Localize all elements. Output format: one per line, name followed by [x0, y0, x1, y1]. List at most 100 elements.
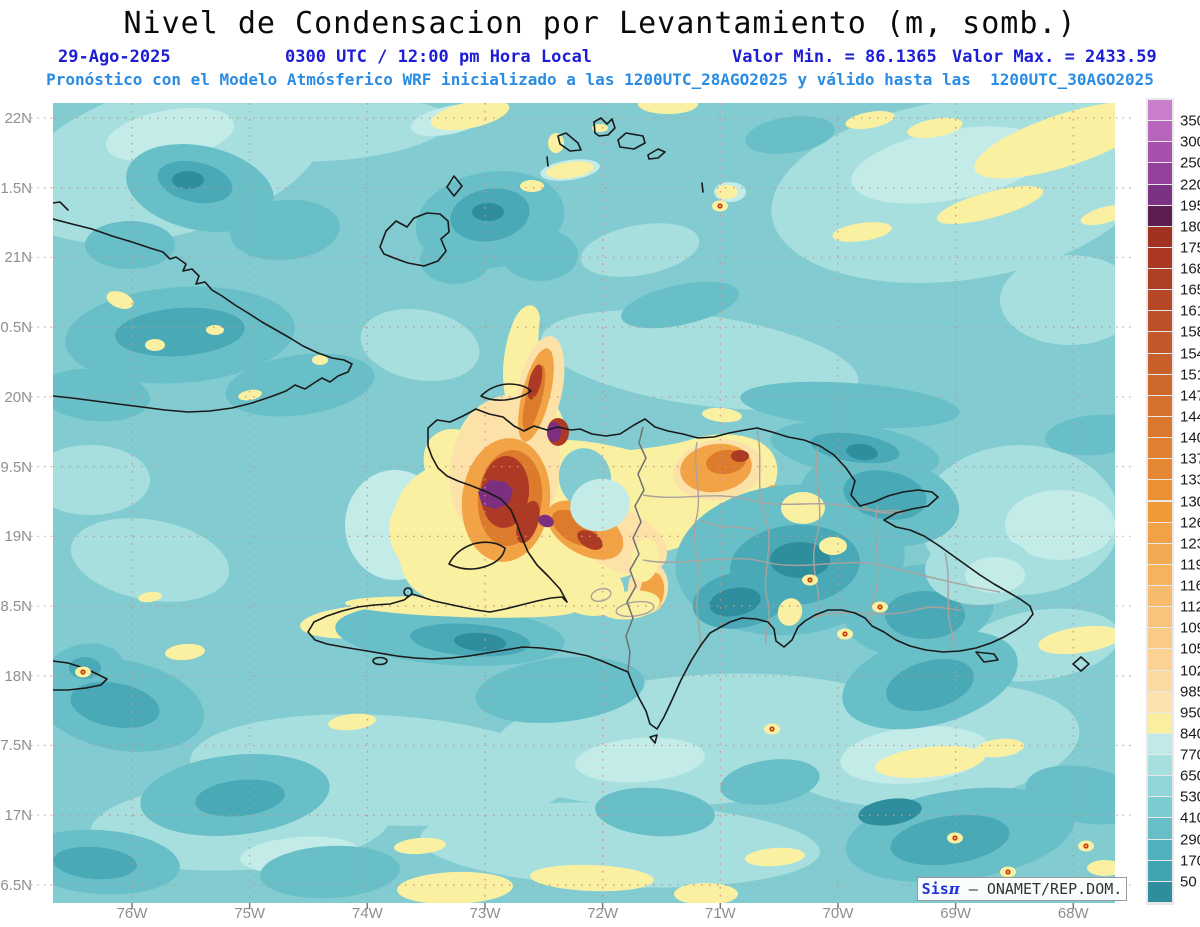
colorbar-tick-label: 410: [1180, 809, 1200, 827]
colorbar-tick-label: 1440: [1180, 408, 1200, 426]
colorbar-segment: [1148, 564, 1172, 586]
colorbar-tick-label: 1950: [1180, 197, 1200, 215]
colorbar-segment: [1148, 649, 1172, 670]
colorbar-tick-label: 1405: [1180, 429, 1200, 447]
colorbar-tick-label: 1545: [1180, 345, 1200, 363]
contour-darkest: [172, 171, 922, 826]
colorbar-tick-label: 170: [1180, 852, 1200, 870]
colorbar-segment: [1148, 501, 1172, 522]
lat-tick-label: 6.5N: [0, 876, 32, 894]
lon-tick-label: 70W: [822, 905, 854, 922]
colorbar-segment: [1148, 290, 1172, 311]
colorbar-tick-label: 530: [1180, 788, 1200, 806]
contour-dark: [53, 116, 1115, 899]
lat-tick-label: 19N: [4, 528, 32, 546]
colorbar-segment: [1148, 839, 1172, 860]
page-title: Nivel de Condensacion por Levantamiento …: [123, 6, 1077, 41]
lat-axis: 22N 1.5N 21N 0.5N 20N 9.5N 19N 8.5N 18N 7.5N 17N 6.…: [0, 0, 32, 927]
colorbar-tick-label: 1090: [1180, 619, 1200, 637]
colorbar-segment: [1148, 755, 1172, 776]
colorbar-segment: [1148, 691, 1172, 712]
colorbar-segment: [1148, 395, 1172, 416]
colorbar-tick-label: 1335: [1180, 471, 1200, 489]
haiti-dr-border: [625, 426, 647, 672]
colorbar-tick-label: 1020: [1180, 662, 1200, 680]
colorbar-segment: [1148, 607, 1172, 628]
lat-tick-label: 20N: [4, 388, 32, 406]
lat-tick-label: 8.5N: [0, 598, 32, 616]
colorbar-segment: [1148, 543, 1172, 564]
colorbar-tick-label: 1475: [1180, 387, 1200, 405]
colorbar-segment: [1148, 163, 1172, 184]
lat-tick-label: 21N: [4, 249, 32, 267]
colorbar-segment: [1148, 818, 1172, 839]
lat-tick-label: 0.5N: [0, 319, 32, 337]
lat-tick-label: 17N: [4, 807, 32, 825]
colorbar-segment: [1148, 480, 1172, 501]
colorbar-segment: [1148, 776, 1172, 797]
colorbar-segment: [1148, 438, 1172, 459]
colorbar-tick-label: 1800: [1180, 218, 1200, 236]
lon-tick-label: 74W: [351, 905, 383, 922]
colorbar-tick-label: 1650: [1180, 281, 1200, 299]
province-borders: [590, 429, 1001, 651]
colorbar-tick-label: 1510: [1180, 366, 1200, 384]
hot-spot-dots: [75, 200, 1094, 878]
gridlines-horizontal: [53, 117, 1115, 886]
colorbar-segment: [1148, 459, 1172, 480]
pi-icon: π: [948, 880, 960, 898]
lat-tick-label: 1.5N: [0, 179, 32, 197]
colorbar-segment: [1148, 628, 1172, 649]
lon-tick-label: 69W: [940, 905, 972, 922]
colorbar-segment: [1148, 586, 1172, 607]
colorbar-segment: [1148, 522, 1172, 543]
colorbar-segment: [1148, 416, 1172, 438]
colorbar-tick-label: 1160: [1180, 577, 1200, 595]
watermark-separator: –: [959, 880, 987, 898]
colorbar-tick-label: 2500: [1180, 154, 1200, 172]
contour-darker: [53, 160, 1010, 880]
colorbar-segment: [1148, 374, 1172, 395]
lon-tick-label: 68W: [1057, 905, 1089, 922]
colorbar-tick-label: 3000: [1180, 133, 1200, 151]
lon-tick-label: 76W: [116, 905, 148, 922]
gridlines-vertical: [131, 103, 1074, 903]
colorbar-segment: [1148, 142, 1172, 163]
colorbar-tick-label: 985: [1180, 683, 1200, 701]
time-label: 0300 UTC / 12:00 pm Hora Local: [285, 47, 593, 67]
lat-tick-label: 22N: [4, 110, 32, 127]
colorbar-tick-label: 1370: [1180, 450, 1200, 468]
model-run-label: Pronóstico con el Modelo Atmósferico WRF…: [46, 70, 1154, 89]
colorbar-tick-label: 1125: [1180, 598, 1200, 616]
colorbar-segment: [1148, 205, 1172, 226]
lon-tick-label: 71W: [704, 905, 736, 922]
colorbar-segment: [1148, 881, 1172, 902]
colorbar-segment: [1148, 332, 1172, 353]
colorbar-segment: [1148, 670, 1172, 691]
colorbar-tick-label: 950: [1180, 704, 1200, 722]
colorbar-tick-label: 3500: [1180, 112, 1200, 130]
lat-tick-label: 18N: [4, 667, 32, 685]
colorbar-segment: [1148, 797, 1172, 818]
colorbar-segment: [1148, 121, 1172, 142]
date-label: 29-Ago-2025: [58, 47, 171, 67]
colorbar-segment: [1148, 100, 1172, 121]
colorbar-segment: [1148, 860, 1172, 881]
axis-ticks: [131, 903, 1075, 909]
lon-tick-label: 73W: [469, 905, 501, 922]
colorbar-tick-label: 1195: [1180, 556, 1200, 574]
colorbar-tick-label: 1685: [1180, 260, 1200, 278]
watermark-badge: Sisπ – ONAMET/REP.DOM.: [917, 877, 1127, 901]
max-value-label: Valor Max. = 2433.59: [952, 47, 1157, 67]
min-value-label: Valor Min. = 86.1365: [732, 47, 937, 67]
colorbar-tick-label: 1230: [1180, 535, 1200, 553]
colorbar-segment: [1148, 311, 1172, 332]
lat-tick-label: 7.5N: [0, 737, 32, 755]
colorbar-segment: [1148, 184, 1172, 205]
colorbar-segment: [1148, 269, 1172, 290]
lon-tick-label: 72W: [587, 905, 619, 922]
colorbar-tick-label: 1265: [1180, 514, 1200, 532]
